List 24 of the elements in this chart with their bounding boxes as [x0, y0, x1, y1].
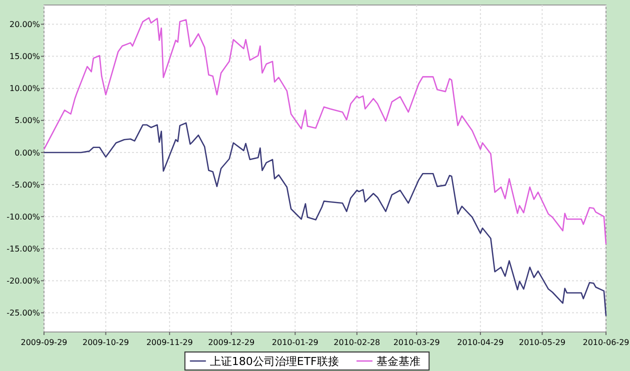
x-tick-label: 2009-11-29: [146, 338, 193, 347]
y-tick-label: 0.00%: [14, 148, 40, 158]
line-series: [43, 17, 607, 245]
y-tick-label: 10.00%: [9, 84, 40, 94]
x-tick-label: 2009-09-29: [20, 338, 68, 347]
x-tick-label: 2010-06-29: [582, 338, 630, 347]
x-tick-label: 2009-12-29: [208, 338, 255, 347]
y-tick-label: 20.00%: [9, 20, 40, 30]
legend-label: 上证180公司治理ETF联接: [210, 354, 339, 368]
x-tick-label: 2010-02-28: [334, 338, 380, 347]
y-tick-label: -5.00%: [12, 180, 40, 190]
y-tick-label: -25.00%: [6, 308, 40, 318]
x-tick-label: 2010-03-29: [393, 338, 440, 347]
y-tick-label: -15.00%: [6, 244, 40, 254]
y-tick-label: -10.00%: [6, 212, 40, 222]
y-tick-label: 5.00%: [14, 116, 40, 126]
y-tick-label: -20.00%: [6, 276, 40, 286]
x-tick-label: 2010-04-29: [457, 338, 504, 347]
legend-label: 基金基准: [376, 354, 420, 368]
x-tick-label: 2010-01-29: [272, 338, 318, 347]
x-tick-label: 2010-05-29: [518, 338, 566, 347]
line-series: [43, 122, 607, 317]
y-tick-label: 15.00%: [9, 52, 40, 62]
x-tick-label: 2009-10-29: [82, 338, 130, 347]
